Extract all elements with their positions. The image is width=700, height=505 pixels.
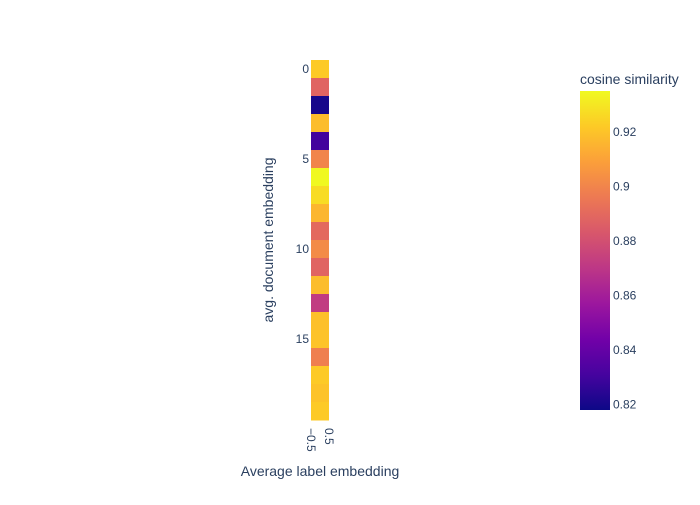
heatmap-cell (311, 96, 329, 115)
heatmap-cell (311, 366, 329, 385)
colorbar-tick-label: 0.92 (613, 125, 637, 139)
y-tick-label: 15 (296, 332, 310, 346)
y-tick-label: 5 (302, 152, 309, 166)
y-tick-label: 10 (296, 242, 310, 256)
y-axis-ticks: 0 5 10 15 (296, 62, 310, 346)
heatmap-cells (311, 60, 329, 421)
colorbar-ticks: 0.82 0.84 0.86 0.88 0.9 0.92 (613, 125, 637, 412)
heatmap-cell (311, 384, 329, 403)
colorbar: cosine similarity 0.82 0.84 0.86 0.88 0.9 0.9… (580, 71, 679, 412)
heatmap-cell (311, 168, 329, 187)
colorbar-tick-label: 0.82 (613, 398, 637, 412)
y-tick-label: 0 (302, 62, 309, 76)
heatmap-cell (311, 132, 329, 151)
x-tick-label: 0.5 (322, 428, 336, 445)
colorbar-tick-label: 0.84 (613, 343, 637, 357)
y-axis-title: avg. document embedding (260, 158, 276, 323)
heatmap-cell (311, 186, 329, 205)
colorbar-title: cosine similarity (580, 71, 679, 87)
heatmap-cell (311, 330, 329, 349)
heatmap-cell (311, 222, 329, 241)
heatmap-cell (311, 204, 329, 223)
x-axis-ticks: −0.5 0.5 (304, 428, 336, 452)
heatmap-cell (311, 348, 329, 367)
colorbar-gradient (580, 91, 610, 410)
heatmap-cell (311, 240, 329, 259)
heatmap-cell (311, 60, 329, 79)
heatmap-cell (311, 312, 329, 331)
heatmap-cell (311, 150, 329, 169)
heatmap-cell (311, 258, 329, 277)
colorbar-tick-label: 0.9 (613, 179, 630, 193)
heatmap-cell (311, 114, 329, 133)
colorbar-tick-label: 0.86 (613, 288, 637, 302)
heatmap-cell (311, 78, 329, 97)
x-tick-label: −0.5 (304, 428, 318, 452)
heatmap-cell (311, 294, 329, 313)
heatmap-cell (311, 402, 329, 421)
x-axis-title: Average label embedding (241, 463, 400, 479)
heatmap-cell (311, 276, 329, 295)
colorbar-tick-label: 0.88 (613, 234, 637, 248)
